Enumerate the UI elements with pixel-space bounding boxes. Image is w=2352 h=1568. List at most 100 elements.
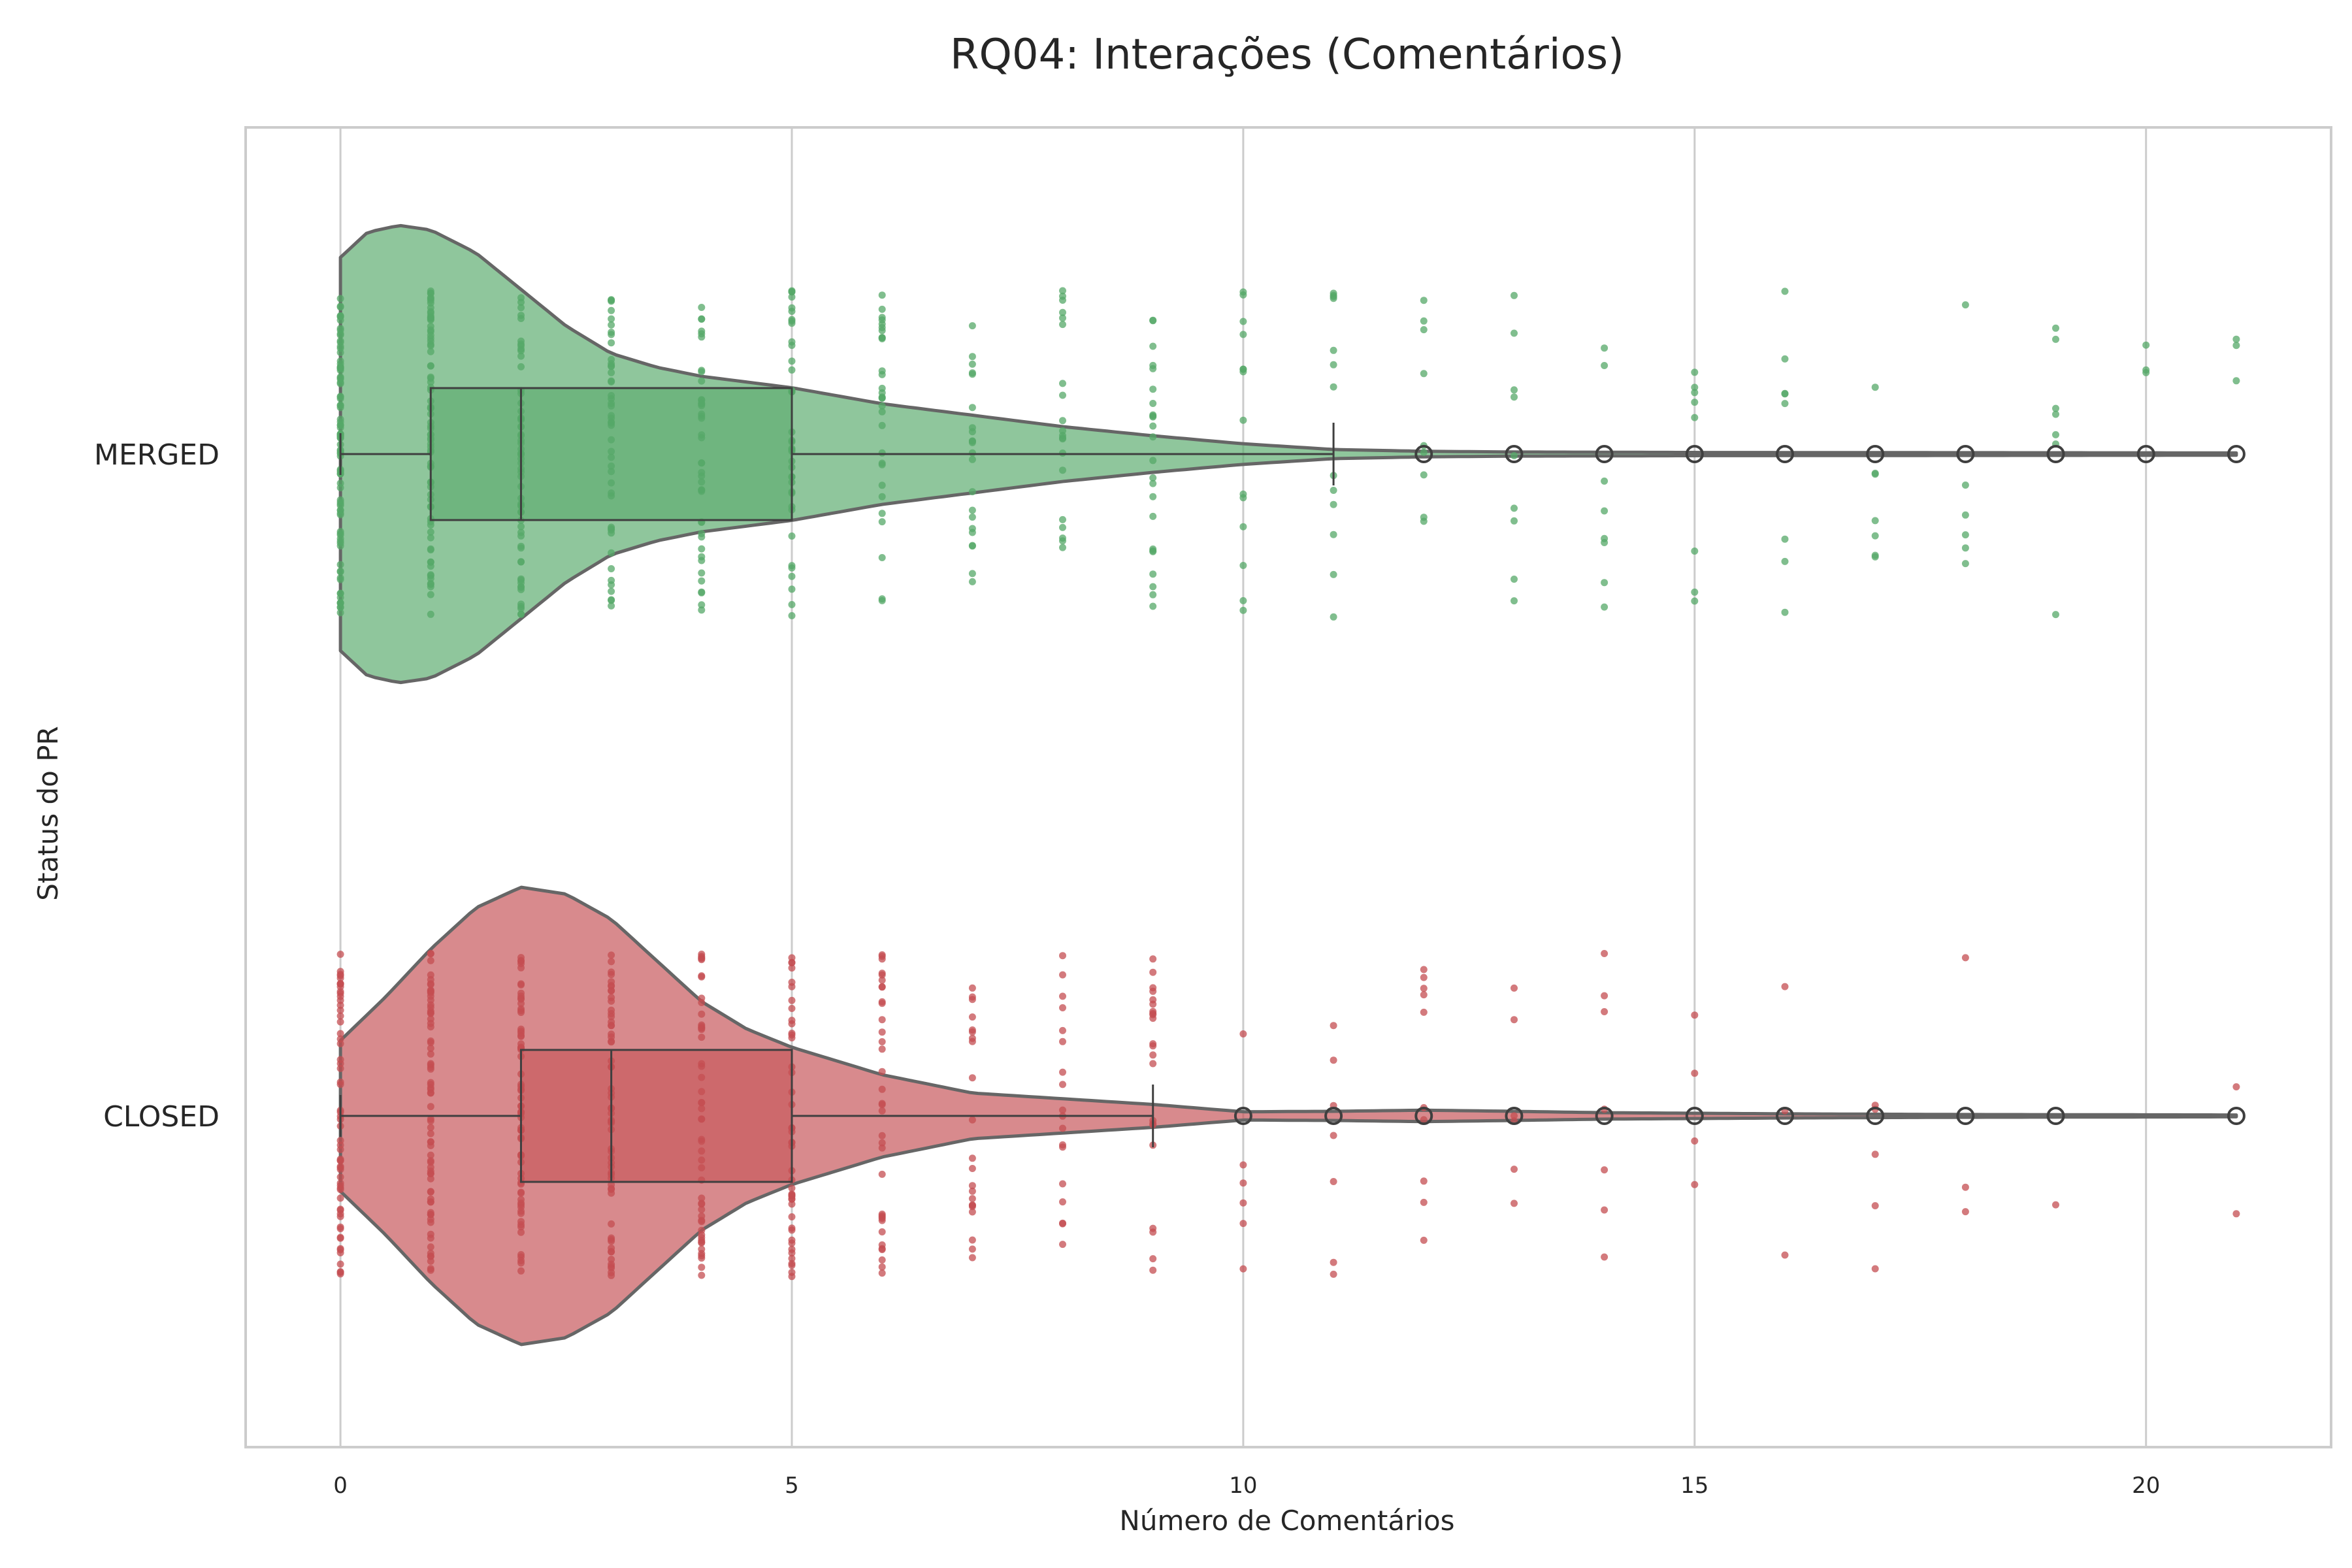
strip-point: [1511, 1200, 1518, 1207]
strip-point: [788, 532, 796, 540]
strip-point: [1601, 477, 1609, 485]
strip-point: [517, 610, 525, 618]
strip-point: [427, 1195, 434, 1203]
outlier-marker: [1505, 1107, 1524, 1125]
strip-point: [788, 954, 796, 962]
strip-point: [427, 534, 434, 542]
strip-point: [1511, 452, 1518, 459]
strip-point: [878, 983, 886, 990]
strip-point: [1420, 991, 1428, 999]
strip-point: [336, 1166, 344, 1173]
strip-point: [427, 374, 434, 382]
strip-point: [968, 322, 976, 330]
strip-point: [336, 537, 344, 545]
strip-point: [427, 1151, 434, 1159]
strip-point: [608, 306, 615, 314]
strip-point: [698, 972, 706, 980]
strip-point: [788, 1239, 796, 1247]
strip-point: [1239, 606, 1247, 614]
strip-point: [2052, 431, 2059, 438]
strip-point: [788, 1034, 796, 1041]
strip-point: [878, 314, 886, 321]
strip-point: [698, 1252, 706, 1260]
strip-point: [1239, 596, 1247, 604]
strip-point: [698, 956, 706, 964]
strip-point: [1601, 603, 1609, 611]
strip-point: [336, 1173, 344, 1181]
strip-point: [788, 366, 796, 374]
strip-point: [1961, 511, 1969, 519]
strip-point: [427, 1103, 434, 1111]
strip-point: [1330, 500, 1337, 508]
strip-point: [1239, 291, 1247, 299]
strip-point: [878, 493, 886, 500]
strip-point: [1149, 342, 1157, 350]
strip-point: [968, 525, 976, 532]
strip-point: [698, 1245, 706, 1253]
strip-point: [1420, 985, 1428, 992]
strip-point: [1511, 504, 1518, 512]
strip-point: [698, 1194, 706, 1202]
strip-point: [968, 1182, 976, 1190]
strip-point: [1149, 547, 1157, 555]
strip-point: [608, 1260, 615, 1268]
strip-point: [698, 333, 706, 341]
strip-point: [517, 352, 525, 360]
strip-point: [336, 1194, 344, 1202]
strip-point: [1420, 370, 1428, 378]
strip-point: [878, 595, 886, 603]
strip-point: [1059, 523, 1066, 531]
strip-point: [1691, 389, 1699, 397]
strip-point: [427, 1169, 434, 1177]
strip-point: [427, 1230, 434, 1238]
strip-point: [878, 1228, 886, 1235]
strip-point: [1781, 400, 1789, 408]
strip-point: [427, 950, 434, 958]
strip-point: [698, 589, 706, 596]
strip-point: [1059, 391, 1066, 399]
strip-point: [1781, 1251, 1789, 1259]
strip-point: [1059, 292, 1066, 300]
strip-point: [1059, 417, 1066, 425]
strip-point: [427, 1209, 434, 1217]
strip-point: [608, 587, 615, 595]
strip-point: [608, 1022, 615, 1030]
strip-point: [336, 980, 344, 988]
strip-point: [878, 370, 886, 378]
strip-point: [1691, 547, 1699, 555]
strip-point: [1149, 987, 1157, 995]
strip-point: [1149, 411, 1157, 419]
strip-point: [427, 348, 434, 355]
strip-point: [608, 339, 615, 347]
strip-point: [968, 1195, 976, 1203]
strip-point: [427, 1089, 434, 1097]
strip-point: [1691, 368, 1699, 376]
outlier-marker: [1505, 445, 1524, 463]
strip-point: [1330, 531, 1337, 538]
strip-point: [788, 1005, 796, 1012]
strip-point: [1059, 1180, 1066, 1188]
strip-point: [698, 999, 706, 1006]
strip-point: [427, 987, 434, 994]
strip-point: [427, 996, 434, 1004]
strip-point: [878, 320, 886, 328]
strip-point: [517, 1228, 525, 1236]
strip-point: [427, 362, 434, 370]
box-merged: [429, 387, 793, 521]
strip-point: [1871, 1265, 1879, 1273]
strip-point: [336, 1179, 344, 1187]
strip-point: [336, 295, 344, 302]
strip-point: [1601, 507, 1609, 515]
strip-point: [608, 362, 615, 370]
strip-point: [427, 1009, 434, 1017]
strip-point: [1149, 1051, 1157, 1059]
strip-point: [608, 971, 615, 979]
strip-point: [517, 529, 525, 536]
strip-point: [1691, 1181, 1699, 1188]
strip-point: [517, 989, 525, 997]
strip-point: [788, 1191, 796, 1199]
strip-point: [1239, 523, 1247, 531]
strip-point: [427, 1019, 434, 1027]
outlier-marker: [1414, 1107, 1433, 1125]
strip-point: [878, 1139, 886, 1147]
